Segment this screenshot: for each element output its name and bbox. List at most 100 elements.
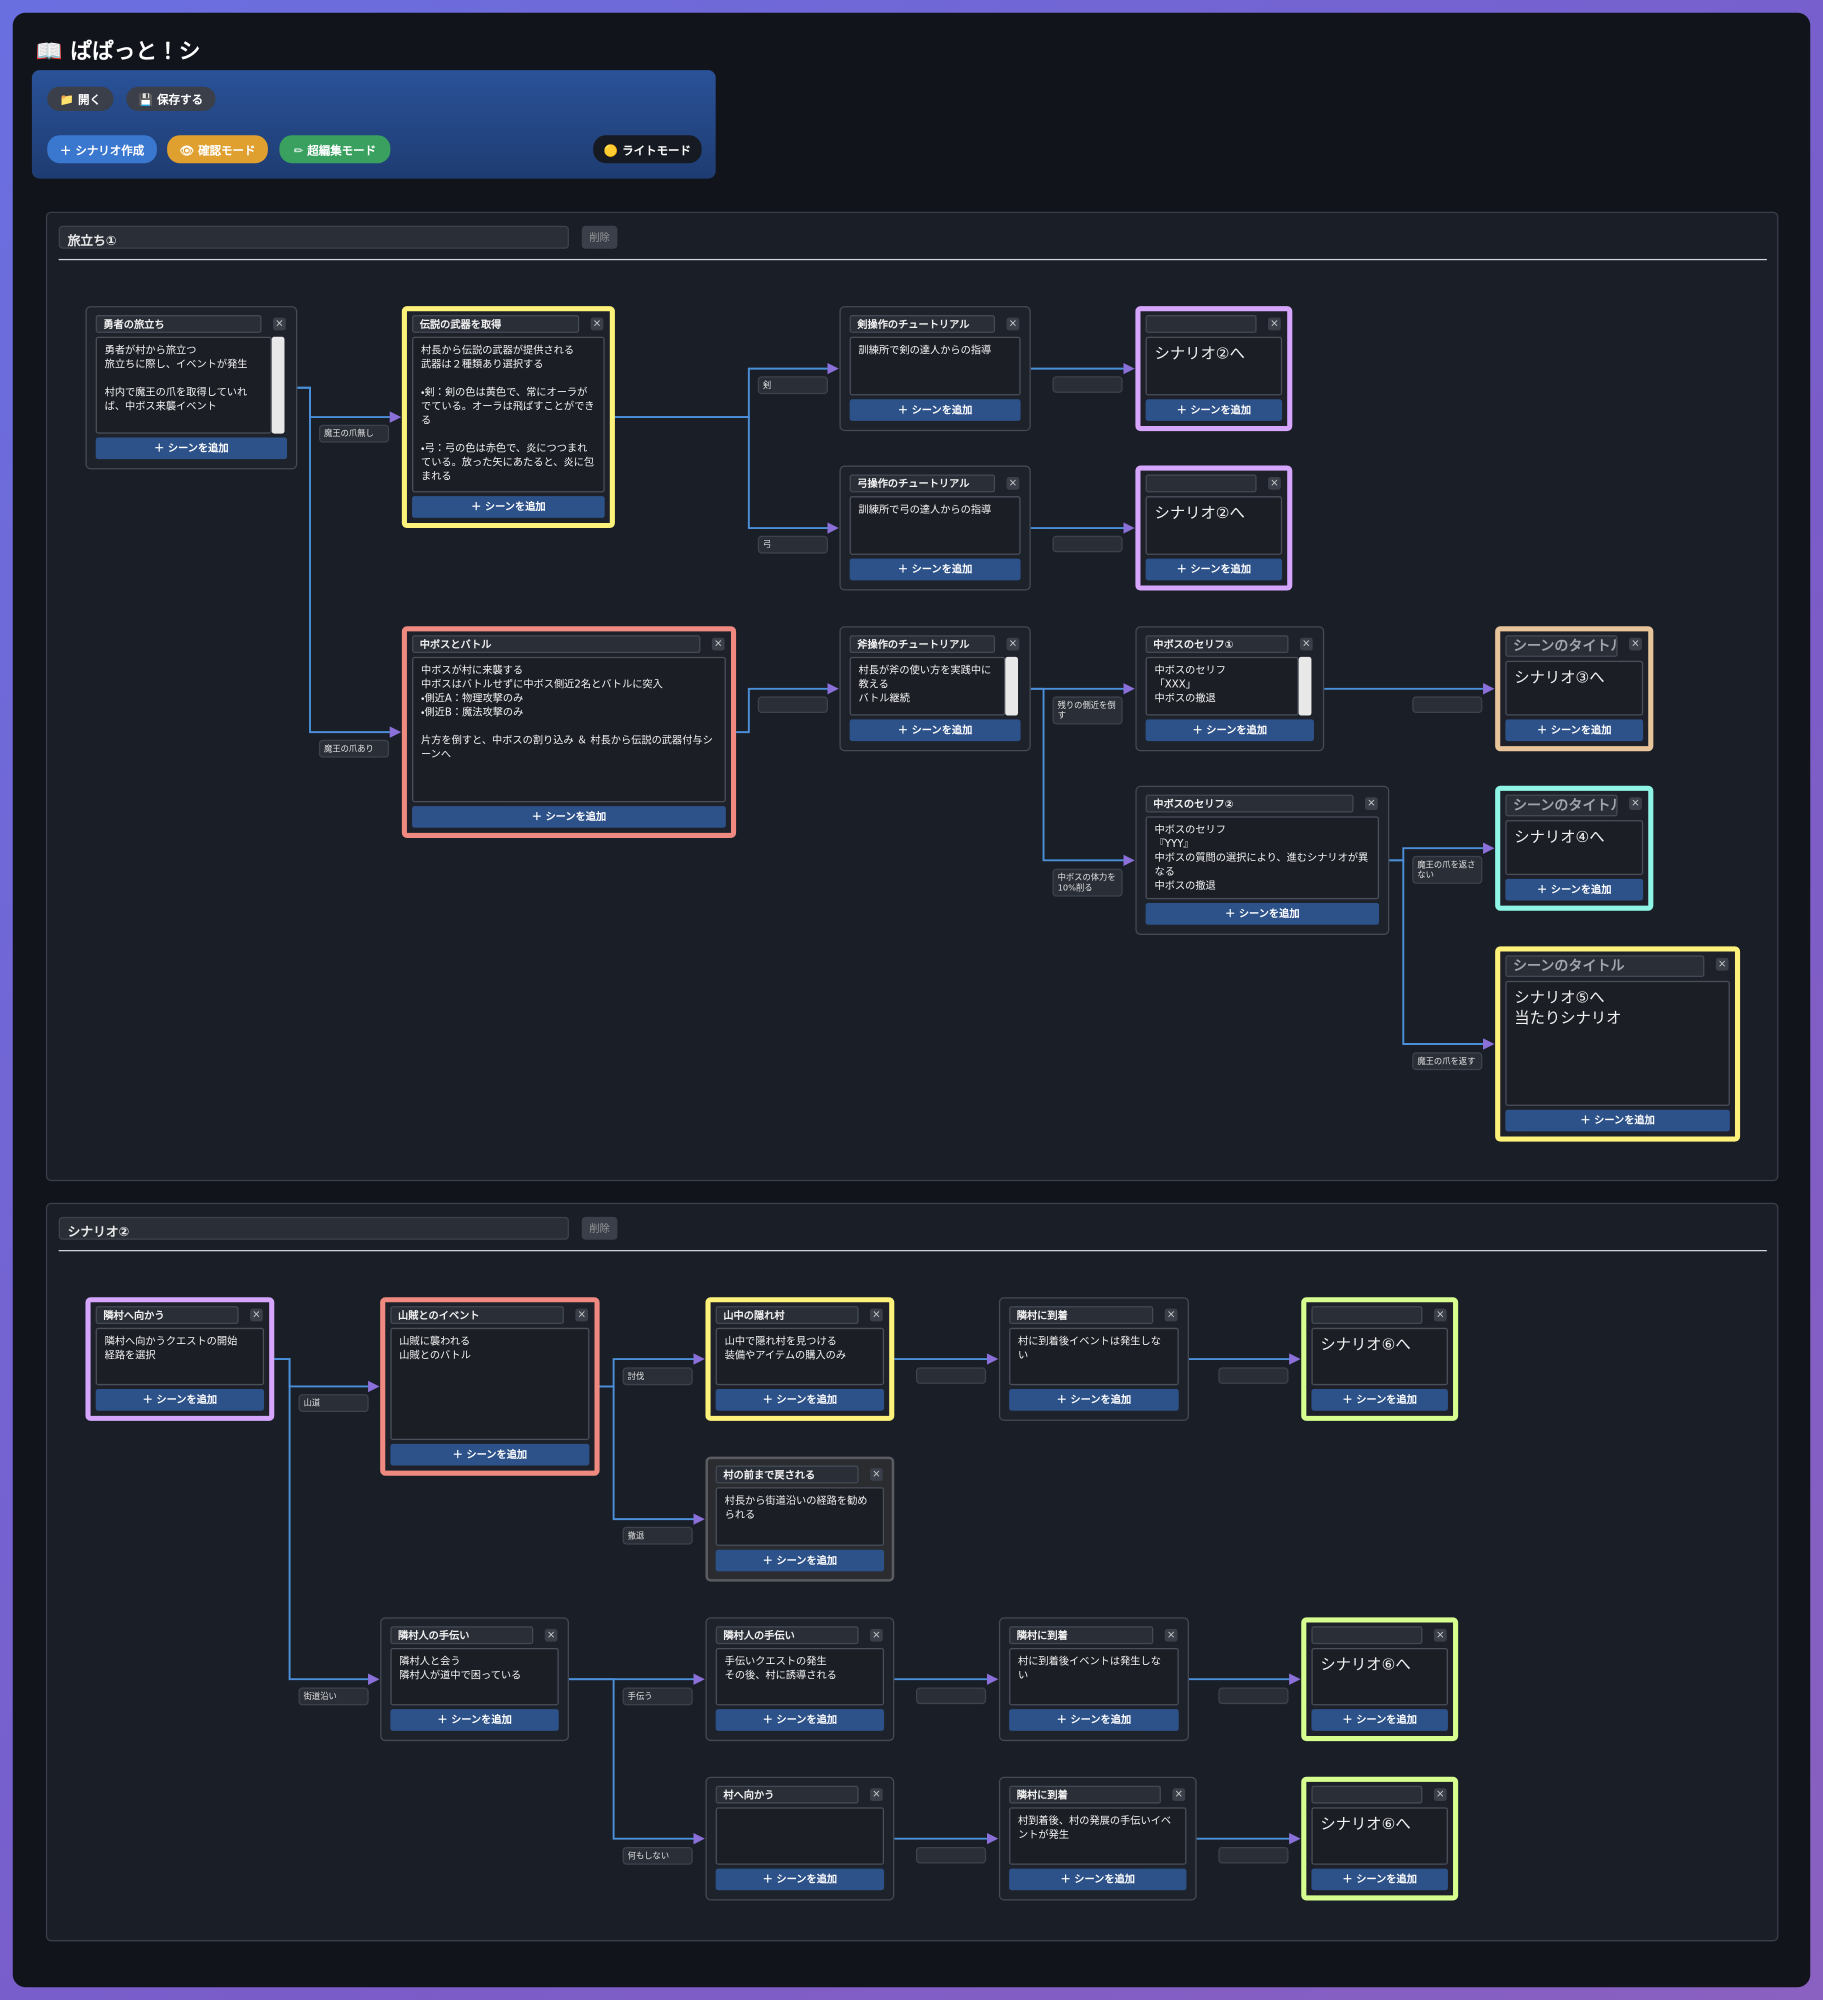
edge-label[interactable]: 手伝う [622, 1686, 693, 1705]
close-button[interactable]: × [544, 1628, 558, 1642]
close-button[interactable]: × [1268, 317, 1281, 331]
add-scene-button[interactable]: ＋ シーンを追加 [1311, 1709, 1448, 1731]
add-scene-button[interactable]: ＋ シーンを追加 [1505, 719, 1644, 742]
scene-body[interactable]: 隣村へ向かうクエストの開始 経路を選択 [95, 1327, 265, 1386]
close-button[interactable]: × [1433, 1308, 1447, 1322]
close-button[interactable]: × [1433, 1628, 1447, 1642]
scene-body[interactable]: 村長が斧の使い方を実践中に教える バトル継続 [849, 656, 1006, 716]
edge-label[interactable]: 街道沿い [298, 1686, 369, 1705]
scene-body[interactable]: 隣村人と会う 隣村人が道中で困っている [390, 1647, 559, 1706]
edge-label[interactable]: 討伐 [622, 1366, 693, 1385]
add-scene-button[interactable]: ＋ シーンを追加 [1145, 903, 1380, 925]
add-scene-button[interactable]: ＋ シーンを追加 [1009, 1389, 1179, 1411]
close-button[interactable]: × [1006, 477, 1020, 490]
close-button[interactable]: × [870, 1308, 883, 1322]
section-name-input[interactable]: 旅立ち① [58, 225, 569, 249]
edge-label-input[interactable] [1412, 696, 1483, 714]
close-button[interactable]: × [575, 1308, 589, 1322]
close-button[interactable]: × [1172, 1788, 1186, 1802]
edge-label-input[interactable] [1052, 376, 1123, 393]
scene-title-input[interactable]: 山中の隠れ村 [715, 1306, 859, 1324]
edge-label-input[interactable] [1218, 1366, 1289, 1384]
add-scene-button[interactable]: ＋ シーンを追加 [390, 1709, 559, 1731]
scene-body[interactable]: シナリオ⑥へ [1311, 1327, 1448, 1386]
add-scene-button[interactable]: ＋ シーンを追加 [849, 399, 1021, 421]
scene-body[interactable]: 村に到着後イベントは発生しない [1009, 1647, 1179, 1706]
open-button[interactable]: 📁 開く [47, 86, 114, 111]
add-scene-button[interactable]: ＋ シーンを追加 [849, 558, 1021, 581]
close-button[interactable]: × [1629, 797, 1642, 810]
edge-label[interactable]: 山道 [298, 1394, 369, 1412]
super-edit-button[interactable]: ✏ 超編集モード [279, 135, 391, 164]
scene-body[interactable]: 山中で隠れ村を見つける 装備やアイテムの購入のみ [715, 1327, 885, 1386]
close-button[interactable]: × [870, 1788, 883, 1802]
edge-label[interactable]: 何もしない [622, 1846, 693, 1865]
create-mode-button[interactable]: ＋ シナリオ作成 [47, 135, 157, 164]
close-button[interactable]: × [870, 1468, 883, 1481]
scene-title-input[interactable] [1311, 1306, 1423, 1324]
add-scene-button[interactable]: ＋ シーンを追加 [95, 1389, 265, 1411]
close-button[interactable]: × [273, 317, 286, 331]
close-button[interactable]: × [711, 637, 725, 651]
add-scene-button[interactable]: ＋ シーンを追加 [1311, 1389, 1448, 1411]
close-button[interactable]: × [1433, 1788, 1447, 1802]
add-scene-button[interactable]: ＋ シーンを追加 [1145, 399, 1283, 421]
scene-title-input[interactable]: 隣村人の手伝い [390, 1626, 534, 1645]
scene-title-input[interactable]: 村の前まで戻される [715, 1465, 859, 1484]
scene-title-input[interactable]: シーンのタイトル [1505, 955, 1705, 978]
scene-title-input[interactable]: 剣操作のチュートリアル [849, 315, 996, 333]
close-button[interactable]: × [1268, 477, 1281, 490]
delete-section-button[interactable]: 削除 [581, 1216, 618, 1240]
scene-body[interactable]: 村に到着後イベントは発生しない [1009, 1327, 1179, 1386]
edge-label[interactable]: 剣 [757, 376, 828, 395]
scene-body[interactable]: シナリオ②へ [1145, 336, 1283, 396]
scene-body[interactable]: シナリオ⑤へ 当たりシナリオ [1505, 980, 1730, 1106]
scene-title-input[interactable]: 山賊とのイベント [390, 1306, 564, 1324]
close-button[interactable]: × [1006, 317, 1020, 331]
edge-label[interactable]: 弓 [757, 535, 828, 554]
scene-body[interactable]: シナリオ⑥へ [1311, 1647, 1448, 1706]
edge-label-input[interactable] [1052, 535, 1123, 553]
add-scene-button[interactable]: ＋ シーンを追加 [1009, 1868, 1187, 1891]
edge-label[interactable]: 魔王の爪を返さない [1412, 855, 1483, 884]
add-scene-button[interactable]: ＋ シーンを追加 [1145, 558, 1283, 581]
scene-body[interactable]: 訓練所で剣の達人からの指導 [849, 336, 1021, 396]
scene-title-input[interactable]: 隣村に到着 [1009, 1306, 1154, 1324]
add-scene-button[interactable]: ＋ シーンを追加 [412, 496, 605, 518]
scene-body[interactable]: シナリオ④へ [1505, 820, 1644, 875]
scene-title-input[interactable]: 隣村に到着 [1009, 1785, 1161, 1804]
scene-title-input[interactable]: 伝説の武器を取得 [412, 315, 580, 333]
add-scene-button[interactable]: ＋ シーンを追加 [95, 437, 288, 460]
add-scene-button[interactable]: ＋ シーンを追加 [1505, 878, 1644, 901]
edge-label[interactable]: 中ボスの体力を10%削る [1052, 867, 1123, 897]
scene-body[interactable]: シナリオ⑥へ [1311, 1807, 1448, 1865]
add-scene-button[interactable]: ＋ シーンを追加 [412, 806, 726, 828]
close-button[interactable]: × [1164, 1628, 1178, 1642]
add-scene-button[interactable]: ＋ シーンを追加 [390, 1443, 590, 1466]
edge-label-input[interactable] [915, 1846, 987, 1863]
edge-label-input[interactable] [915, 1686, 987, 1704]
close-button[interactable]: × [1299, 637, 1313, 651]
add-scene-button[interactable]: ＋ シーンを追加 [1145, 719, 1314, 742]
scene-body[interactable]: 村長から街道沿いの経路を勧められる [715, 1487, 885, 1546]
scene-title-input[interactable] [1145, 315, 1257, 333]
scene-title-input[interactable]: 隣村に到着 [1009, 1626, 1154, 1645]
scene-title-input[interactable]: 弓操作のチュートリアル [849, 474, 996, 493]
scene-title-input[interactable]: シーンのタイトル [1505, 794, 1618, 817]
edge-label[interactable]: 残りの側近を倒す [1052, 696, 1123, 725]
scene-title-input[interactable] [1311, 1626, 1423, 1645]
scene-body[interactable]: 村到着後、村の発展の手伝いイベントが発生 [1009, 1807, 1187, 1865]
add-scene-button[interactable]: ＋ シーンを追加 [715, 1549, 885, 1572]
edge-label-input[interactable] [1218, 1846, 1289, 1863]
close-button[interactable]: × [1715, 957, 1729, 971]
scene-body[interactable]: 勇者が村から旅立つ 旅立ちに際し、イベントが発生 村内で魔王の爪を取得していれば… [95, 336, 272, 434]
scene-body[interactable]: 中ボスのセリフ 『YYY』 中ボスの質問の選択により、進むシナリオが異なる 中ボ… [1145, 816, 1380, 900]
scene-title-input[interactable] [1145, 474, 1257, 493]
add-scene-button[interactable]: ＋ シーンを追加 [715, 1868, 885, 1891]
scene-title-input[interactable]: 中ボスのセリフ① [1145, 635, 1289, 654]
view-mode-button[interactable]: 👁 確認モード [167, 135, 268, 164]
section-name-input[interactable]: シナリオ② [58, 1216, 569, 1240]
edge-label[interactable]: 魔王の爪無し [318, 424, 390, 443]
scene-title-input[interactable]: 斧操作のチュートリアル [849, 635, 996, 654]
scene-body[interactable]: 山賊に襲われる 山賊とのバトル [390, 1327, 590, 1441]
